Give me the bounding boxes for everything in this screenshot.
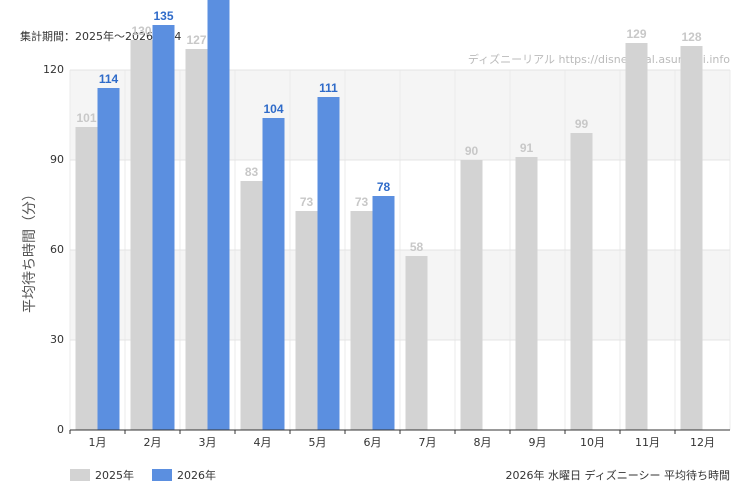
bar: [570, 133, 593, 430]
x-tick-label: 5月: [309, 436, 327, 449]
x-tick-label: 6月: [364, 436, 382, 449]
x-tick-label: 12月: [690, 436, 715, 449]
footer: 2026年 水曜日 ディズニーシー 平均待ち時間: [506, 468, 731, 482]
legend-label: 2026年: [177, 468, 216, 482]
bar: [680, 46, 703, 430]
x-tick-label: 2月: [144, 436, 162, 449]
data-label: 130: [131, 24, 151, 38]
data-label: 73: [300, 195, 314, 209]
x-tick-label: 4月: [254, 436, 272, 449]
bar: [240, 181, 263, 430]
data-label: 129: [626, 27, 646, 41]
data-label: 58: [410, 240, 424, 254]
data-label: 83: [245, 165, 259, 179]
y-axis-label: 平均待ち時間（分）: [22, 187, 38, 313]
bar: [75, 127, 98, 430]
data-label: 135: [153, 9, 173, 23]
data-label: 128: [681, 30, 701, 44]
bar: [515, 157, 538, 430]
bar: [97, 88, 120, 430]
legend-label: 2025年: [95, 468, 134, 482]
bar: [317, 97, 340, 430]
data-label: 90: [465, 144, 479, 158]
x-tick-label: 10月: [580, 436, 605, 449]
x-tick-label: 11月: [635, 436, 660, 449]
data-label: 114: [99, 72, 119, 86]
data-label: 104: [263, 102, 283, 116]
data-label: 73: [355, 195, 369, 209]
bar: [295, 211, 318, 430]
bar: [207, 0, 230, 430]
bar: [130, 40, 153, 430]
y-tick-label: 120: [43, 63, 64, 76]
bar: [405, 256, 428, 430]
x-tick-label: 8月: [474, 436, 492, 449]
bar: [350, 211, 373, 430]
period: 集計期間：2025年～2026/6/14: [20, 29, 181, 43]
data-label: 99: [575, 117, 589, 131]
y-tick-label: 0: [57, 423, 64, 436]
data-label: 78: [377, 180, 391, 194]
y-tick-label: 30: [50, 333, 64, 346]
bar: [460, 160, 483, 430]
x-tick-label: 7月: [419, 436, 437, 449]
bar: [262, 118, 285, 430]
x-tick-label: 1月: [89, 436, 107, 449]
y-tick-label: 90: [50, 153, 64, 166]
bar: [372, 196, 395, 430]
legend-swatch: [70, 469, 90, 481]
data-label: 101: [76, 111, 96, 125]
x-tick-label: 9月: [529, 436, 547, 449]
legend-swatch: [152, 469, 172, 481]
data-label: 111: [319, 81, 338, 95]
watermark: ディズニーリアル https://disneyreal.asumirai.inf…: [468, 52, 730, 66]
bar: [152, 25, 175, 430]
x-tick-label: 3月: [199, 436, 217, 449]
data-label: 91: [520, 141, 534, 155]
bar: [625, 43, 648, 430]
data-label: 127: [186, 33, 206, 47]
bar: [185, 49, 208, 430]
y-tick-label: 60: [50, 243, 64, 256]
